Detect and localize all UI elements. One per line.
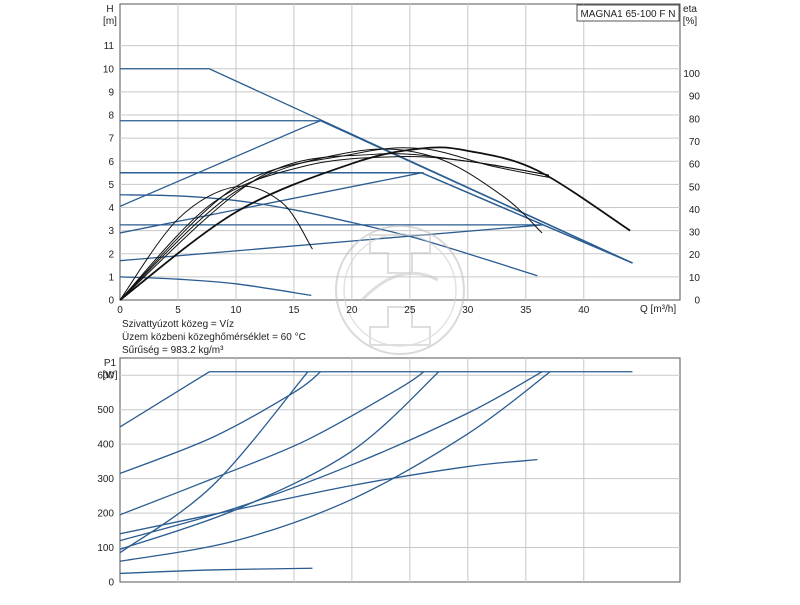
y2-tick-label: 80	[689, 114, 701, 125]
x-tick-label: 40	[578, 305, 590, 316]
y2-tick-label: 0	[694, 296, 700, 307]
y-tick-label: 6	[108, 157, 114, 168]
power-curve	[119, 459, 538, 535]
series-top	[119, 68, 633, 301]
y-tick-label: 4	[108, 203, 114, 214]
series-bottom	[119, 371, 633, 575]
watermark-logo	[335, 225, 465, 355]
power-curve	[119, 371, 321, 475]
power-curve	[119, 371, 440, 550]
power-tick-label: 300	[97, 474, 114, 485]
x-tick-label: 35	[520, 305, 532, 316]
y-tick-label: 3	[108, 226, 114, 237]
y2-tick-label: 90	[689, 92, 701, 103]
efficiency-curve	[119, 185, 313, 301]
y-tick-label: 7	[108, 134, 114, 145]
power-tick-label: 200	[97, 509, 114, 520]
power-curve	[119, 567, 313, 575]
power-tick-label: 500	[97, 405, 114, 416]
medium-info: Szivattyúzott közeg = Víz Üzem közbeni k…	[122, 319, 306, 356]
chart-title: MAGNA1 65-100 F N	[580, 9, 675, 20]
y2-tick-label: 60	[689, 160, 701, 171]
x-tick-label: 5	[175, 305, 181, 316]
y2-tick-label: 50	[689, 182, 701, 193]
y2-axis-label: eta	[683, 4, 697, 15]
head-curve	[119, 120, 321, 207]
head-curve	[120, 172, 544, 226]
y-tick-label: 11	[104, 41, 115, 52]
y-tick-label: 0	[108, 296, 114, 307]
head-efficiency-plot: H [m] eta [%] Q [m³/h] MAGNA1 65-100 F N…	[103, 3, 701, 355]
y2-tick-label: 30	[689, 228, 701, 239]
y-axis-unit: [m]	[103, 16, 117, 27]
y2-tick-label: 20	[689, 250, 701, 261]
efficiency-curve	[119, 148, 543, 301]
efficiency-curve	[119, 153, 550, 301]
y2-tick-label: 40	[689, 205, 701, 216]
y-tick-label: 1	[108, 272, 114, 283]
x-tick-label: 0	[117, 305, 123, 316]
y-tick-label: 9	[108, 87, 114, 98]
power-curve	[119, 371, 309, 554]
power-tick-label: 100	[97, 543, 114, 554]
y2-tick-label: 10	[689, 273, 701, 284]
efficiency-curve	[119, 147, 550, 301]
power-axis-label: P1	[104, 358, 117, 369]
y-tick-label: 10	[103, 64, 115, 75]
grid-top	[120, 4, 680, 300]
density-text: Sűrűség = 983.2 kg/m³	[122, 345, 224, 356]
y-tick-label: 5	[108, 180, 114, 191]
x-tick-label: 10	[230, 305, 242, 316]
power-curve	[119, 371, 543, 542]
power-tick-label: 400	[97, 440, 114, 451]
power-tick-label: 600	[97, 371, 114, 382]
power-plot: P1 [W] 0 100 200 300 400 500 600	[97, 357, 681, 589]
y2-tick-label: 70	[689, 137, 701, 148]
x-axis-label: Q [m³/h]	[640, 304, 676, 315]
tick-labels-top: 0 5 10 15 20 25 30 35 40 0 1 2 3 4 5 6 7 8 9 10 11 0 10 20 30 40 5…	[103, 41, 701, 316]
y2-tick-label: 100	[683, 69, 700, 80]
power-tick-label: 0	[108, 578, 114, 589]
medium-text: Szivattyúzott közeg = Víz	[122, 319, 234, 330]
power-curve	[119, 371, 551, 562]
y2-axis-unit: [%]	[683, 16, 698, 27]
head-curve	[120, 120, 633, 264]
head-curve	[119, 224, 544, 262]
tick-labels-bottom: 0 100 200 300 400 500 600	[97, 371, 114, 589]
x-tick-label: 25	[404, 305, 416, 316]
power-axis-unit: [W]	[103, 370, 118, 381]
x-tick-label: 20	[346, 305, 358, 316]
temperature-text: Üzem közbeni közeghőmérséklet = 60 °C	[122, 331, 306, 343]
model-label-box	[576, 4, 680, 22]
y-tick-label: 2	[108, 249, 114, 260]
x-tick-label: 30	[462, 305, 474, 316]
head-curve	[119, 194, 538, 277]
x-tick-label: 15	[288, 305, 300, 316]
plot-frame-bottom	[119, 357, 681, 583]
power-curve	[119, 371, 425, 516]
y-axis-label: H	[106, 4, 113, 15]
power-curve	[119, 371, 633, 428]
y-tick-label: 8	[108, 111, 114, 122]
efficiency-curve	[119, 146, 631, 301]
